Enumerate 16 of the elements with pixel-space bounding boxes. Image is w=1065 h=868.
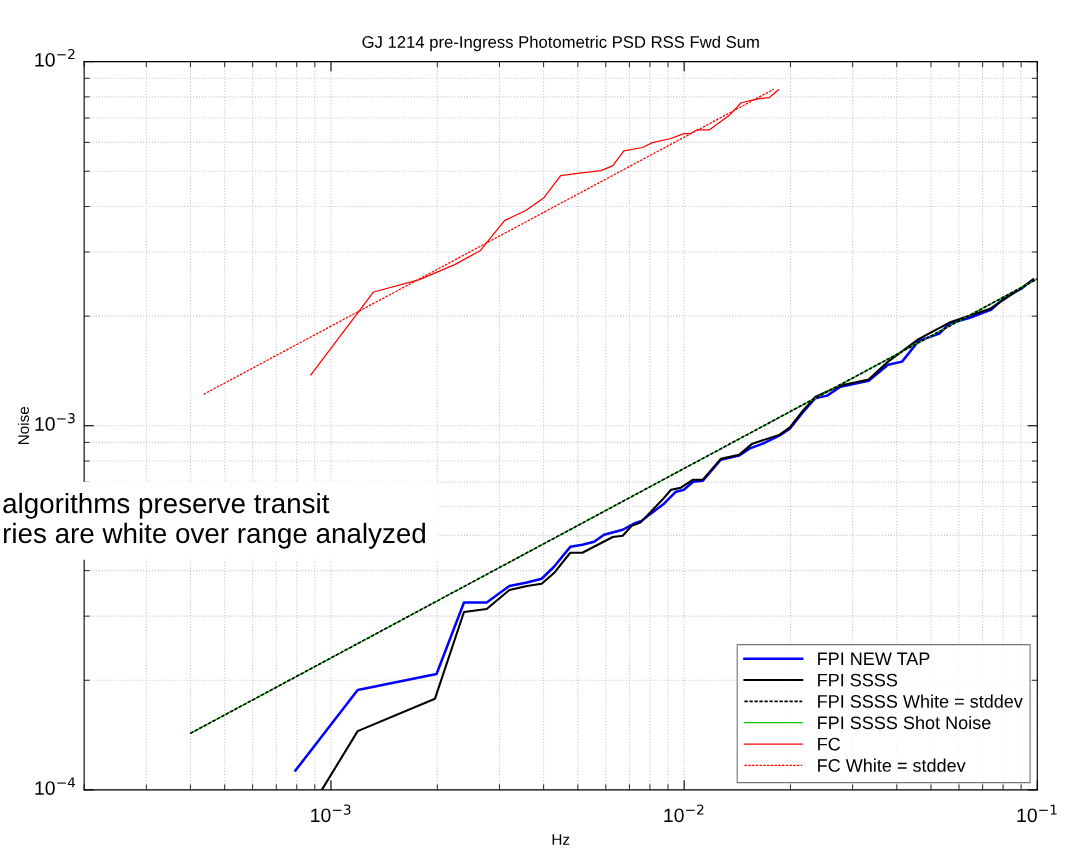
x-tick-label: 10$^{−3}$ [311,804,351,823]
y-tick-label: 10$^{−3}$ [35,413,75,431]
x-axis-title: Hz [552,834,570,845]
y-tick-label: 10$^{−2}$ [35,48,75,67]
legend-label: FC White = stddev [818,758,966,772]
x-tick-label: 10$^{−2}$ [664,804,704,823]
y-tick-label: 10$^{−4}$ [35,777,76,795]
legend-label: FPI SSSS White = stddev [818,694,1023,708]
x-tick-label: 10$^{−1}$ [1017,804,1057,823]
chart-title: GJ 1214 pre-Ingress Photometric PSD RSS Fwd Sum [362,35,759,52]
y-axis-title: Noise [17,406,30,445]
legend-label: FPI SSSS [818,673,898,687]
legend-label: FPI NEW TAP [818,652,930,665]
legend-label: FPI SSSS Shot Noise [818,715,991,730]
annotation: algorithms preserve transit ries are white over range analyzed [3,492,425,549]
legend-label: FC [818,737,841,751]
